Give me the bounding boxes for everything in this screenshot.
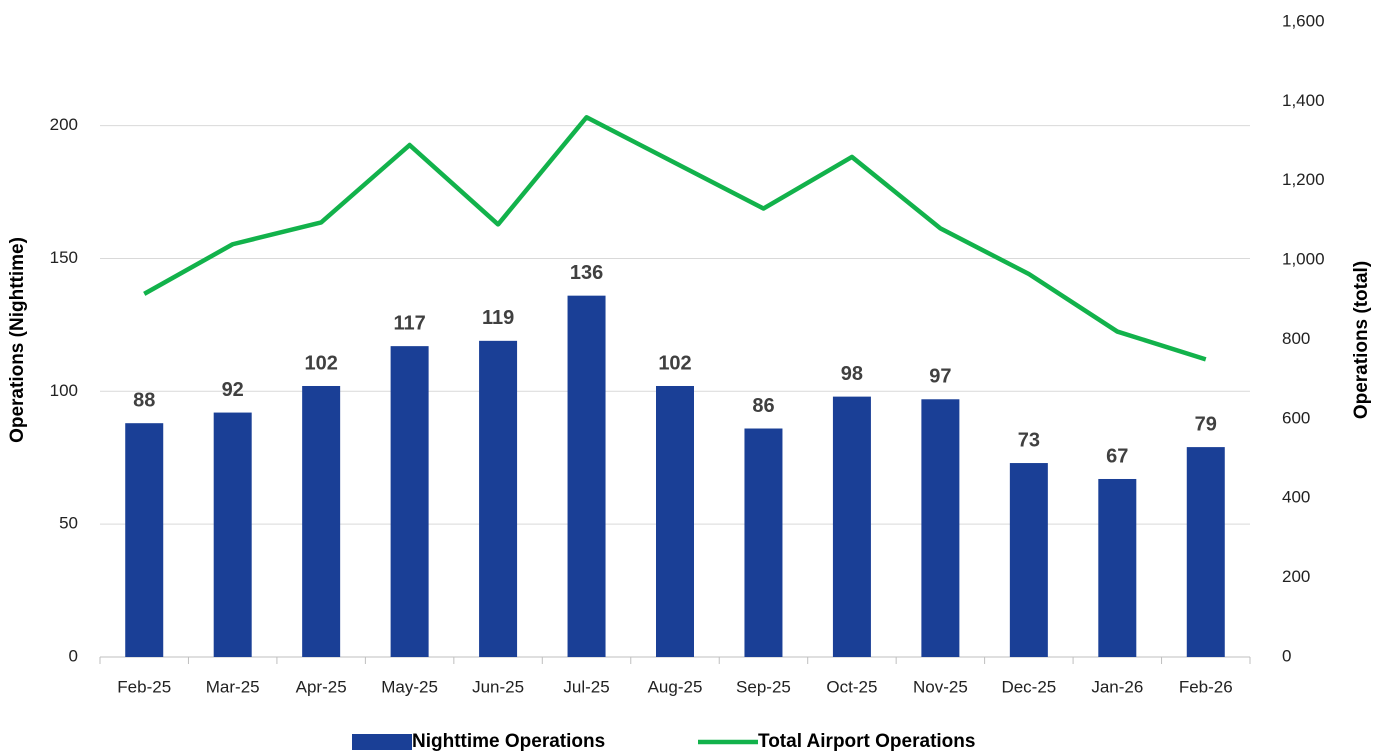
data-label: 119 <box>482 307 514 329</box>
data-label: 136 <box>570 262 603 284</box>
bar <box>656 385 694 657</box>
x-tick-label: May-25 <box>381 677 438 696</box>
bar <box>390 346 429 657</box>
y-tick-label: 200 <box>50 115 78 134</box>
y-axis-title: Operations (Nighttime) <box>7 237 28 443</box>
bar <box>1009 463 1048 657</box>
bar <box>744 428 783 657</box>
x-tick-label: Jan-26 <box>1091 677 1143 696</box>
y2-tick-label: 1,400 <box>1282 91 1325 110</box>
data-label: 117 <box>393 312 425 334</box>
bar <box>567 295 606 657</box>
data-label: 73 <box>1018 429 1040 451</box>
bar <box>479 340 518 657</box>
y-tick-label: 100 <box>50 381 78 400</box>
data-label: 79 <box>1195 413 1217 435</box>
legend-label: Nighttime Operations <box>412 731 605 752</box>
y2-tick-label: 1,600 <box>1282 11 1325 30</box>
y2-tick-label: 600 <box>1282 408 1310 427</box>
data-label: 102 <box>658 352 691 374</box>
x-tick-label: Jul-25 <box>563 677 609 696</box>
bar <box>921 399 960 657</box>
x-tick-label: Aug-25 <box>648 677 703 696</box>
bar <box>125 423 164 657</box>
data-label: 88 <box>133 389 155 411</box>
x-tick-label: Nov-25 <box>913 677 968 696</box>
y-tick-label: 50 <box>59 514 78 533</box>
y2-tick-label: 200 <box>1282 567 1310 586</box>
legend-swatch <box>352 734 412 750</box>
bar <box>832 396 871 657</box>
y2-tick-label: 0 <box>1282 646 1291 665</box>
x-tick-label: Apr-25 <box>296 677 347 696</box>
y2-axis-title: Operations (total) <box>1351 261 1372 419</box>
y2-tick-label: 1,200 <box>1282 170 1325 189</box>
bar <box>213 412 252 657</box>
x-tick-label: Jun-25 <box>472 677 524 696</box>
data-label: 97 <box>929 366 951 388</box>
y-tick-label: 150 <box>50 248 78 267</box>
data-label: 67 <box>1106 445 1128 467</box>
x-tick-label: Sep-25 <box>736 677 791 696</box>
data-label: 98 <box>841 363 863 385</box>
bar <box>1186 447 1225 657</box>
x-tick-label: Feb-25 <box>117 677 171 696</box>
data-label: 86 <box>752 395 774 417</box>
data-label: 102 <box>304 352 337 374</box>
legend-label: Total Airport Operations <box>758 731 975 752</box>
y2-tick-label: 400 <box>1282 488 1310 507</box>
x-tick-label: Oct-25 <box>826 677 877 696</box>
bar <box>302 385 341 657</box>
y2-tick-label: 800 <box>1282 329 1310 348</box>
y-tick-label: 0 <box>69 646 78 665</box>
x-tick-label: Mar-25 <box>206 677 260 696</box>
x-tick-label: Feb-26 <box>1179 677 1233 696</box>
x-tick-label: Dec-25 <box>1001 677 1056 696</box>
data-label: 92 <box>222 379 244 401</box>
bar <box>1098 478 1137 657</box>
line <box>143 115 1207 362</box>
y2-tick-label: 1,000 <box>1282 250 1325 269</box>
